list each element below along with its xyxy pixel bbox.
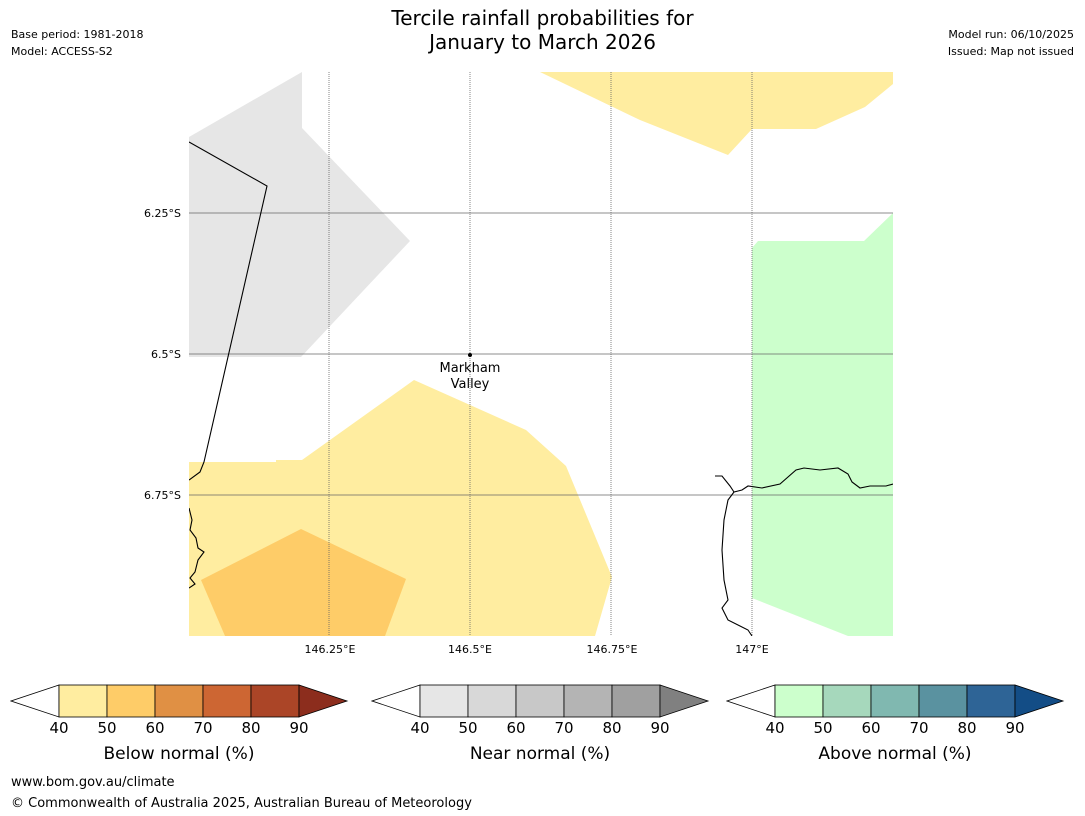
lat-label-6-75: 6.75°S	[144, 489, 181, 502]
colorbar-swatch	[250, 684, 300, 718]
colorbar-under-arrow	[370, 684, 421, 718]
colorbar-swatch	[822, 684, 872, 718]
tick: 50	[813, 719, 833, 737]
tick: 90	[289, 719, 309, 737]
colorbar-swatch	[774, 684, 824, 718]
title-line-1: Tercile rainfall probabilities for	[391, 6, 694, 30]
below-normal-region-north	[540, 72, 893, 155]
colorbar-below-swatches	[9, 684, 349, 718]
tick: 40	[49, 719, 69, 737]
graticule	[189, 72, 893, 636]
colorbar-swatch	[515, 684, 565, 718]
right-metadata: Model run: 06/10/2025 Issued: Map not is…	[948, 26, 1074, 60]
place-marker	[468, 353, 472, 357]
colorbar-swatch	[966, 684, 1016, 718]
above-normal-region	[752, 213, 893, 636]
colorbar-over-arrow	[298, 684, 349, 718]
colorbar-swatch	[870, 684, 920, 718]
colorbar-swatch	[106, 684, 156, 718]
tick: 40	[765, 719, 785, 737]
tick: 90	[1005, 719, 1025, 737]
colorbar-near-label: Near normal (%)	[469, 744, 611, 764]
tick: 50	[97, 719, 117, 737]
colorbar-above-normal: 40 50 60 70 80 90 Above normal (%)	[725, 684, 1066, 774]
colorbar-under-arrow	[725, 684, 776, 718]
colorbar-under-arrow	[9, 684, 60, 718]
colorbar-swatch	[202, 684, 252, 718]
model-run: Model run: 06/10/2025	[948, 28, 1074, 41]
colorbar-swatch	[154, 684, 204, 718]
tick: 80	[602, 719, 622, 737]
tick: 80	[241, 719, 261, 737]
title-line-2: January to March 2026	[429, 30, 656, 54]
tick: 60	[861, 719, 881, 737]
lon-label-146-75: 146.75°E	[587, 643, 638, 656]
tick: 90	[650, 719, 670, 737]
colorbar-below-normal: 40 50 60 70 80 90 Below normal (%)	[9, 684, 350, 774]
colorbar-over-arrow	[659, 684, 710, 718]
place-label-line-2: Valley	[451, 377, 490, 392]
base-period: Base period: 1981-2018	[11, 28, 144, 41]
colorbar-swatch	[563, 684, 613, 718]
colorbar-over-arrow	[1014, 684, 1065, 718]
tick: 70	[909, 719, 929, 737]
colorbar-near-normal: 40 50 60 70 80 90 Near normal (%)	[370, 684, 711, 774]
footer-copyright: © Commonwealth of Australia 2025, Austra…	[11, 796, 472, 811]
coastlines	[189, 141, 893, 636]
colorbar-swatch	[467, 684, 517, 718]
colorbar-below-label: Below normal (%)	[103, 744, 255, 764]
near-normal-region	[189, 72, 410, 357]
issued-status: Issued: Map not issued	[947, 45, 1074, 58]
colorbar-above-swatches	[725, 684, 1065, 718]
place-label-line-1: Markham	[440, 361, 501, 376]
tick: 80	[957, 719, 977, 737]
tick: 70	[193, 719, 213, 737]
colorbar-swatch	[918, 684, 968, 718]
colorbar-swatch	[419, 684, 469, 718]
lat-label-6-5: 6.5°S	[151, 348, 181, 361]
lon-label-146-25: 146.25°E	[305, 643, 356, 656]
map-area	[189, 72, 893, 636]
tick: 60	[506, 719, 526, 737]
colorbar-above-label: Above normal (%)	[818, 744, 972, 764]
tick: 50	[458, 719, 478, 737]
colorbar-swatch	[58, 684, 108, 718]
colorbar-swatch	[611, 684, 661, 718]
colorbar-near-swatches	[370, 684, 710, 718]
lat-label-6-25: 6.25°S	[144, 207, 181, 220]
left-metadata: Base period: 1981-2018 Model: ACCESS-S2	[11, 26, 143, 60]
lon-label-146-5: 146.5°E	[448, 643, 492, 656]
tick: 70	[554, 719, 574, 737]
below-normal-region-50	[201, 529, 406, 636]
map-title: Tercile rainfall probabilities for Janua…	[0, 6, 1085, 54]
lon-label-147: 147°E	[735, 643, 768, 656]
tick: 60	[145, 719, 165, 737]
model-name: Model: ACCESS-S2	[11, 45, 113, 58]
footer-url: www.bom.gov.au/climate	[11, 775, 175, 790]
tick: 40	[410, 719, 430, 737]
